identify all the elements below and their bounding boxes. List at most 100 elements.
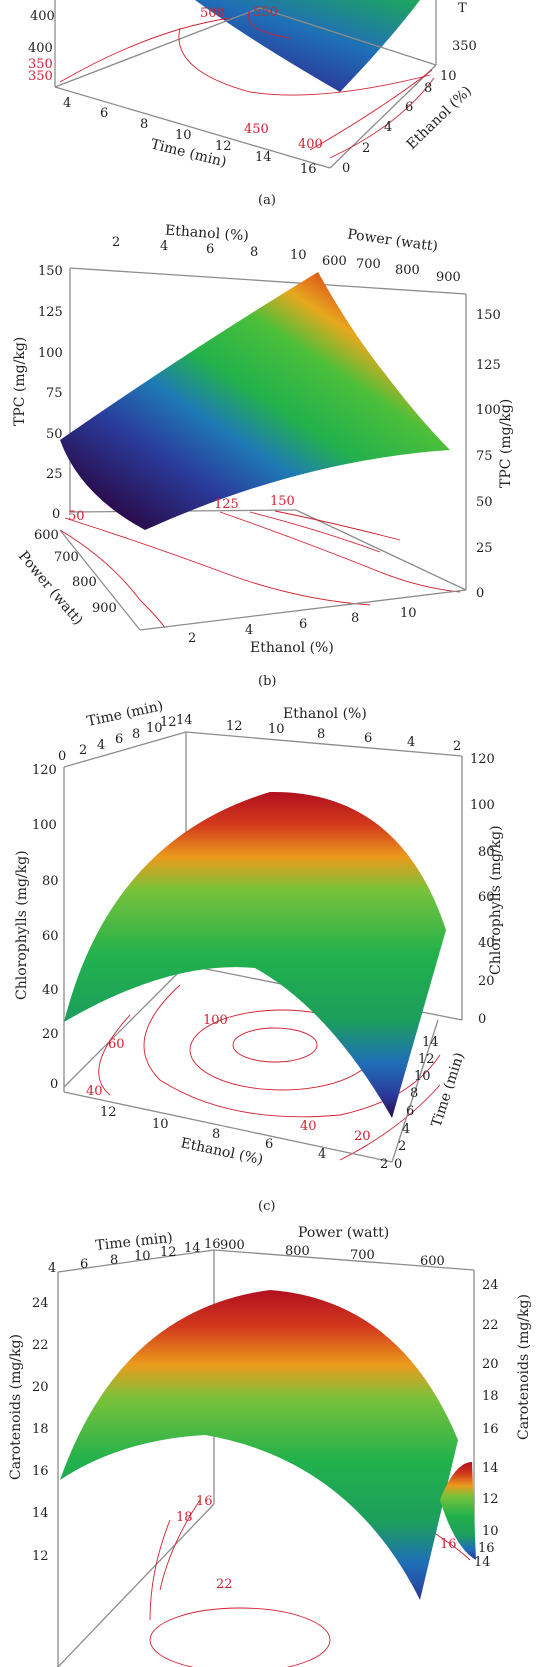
contour-label: 18 [176, 1510, 193, 1525]
contour-label: 16 [196, 1494, 213, 1509]
top-y-tick: 10 [268, 722, 285, 737]
panel-a: 400 400 350 350 350 T 500 550 450 400 4 … [28, 0, 477, 208]
z-title-right-d: Carotenoids (mg/kg) [516, 1294, 532, 1440]
panel-label-a: (a) [258, 193, 276, 208]
z-left-ticks-b: 150 125 100 75 50 25 0 [38, 264, 63, 522]
z-tick: 25 [476, 541, 493, 556]
frame-c-front [63, 1019, 439, 1163]
contour-label: 350 [28, 57, 53, 72]
z-tick: 100 [470, 798, 495, 813]
right-fragment-tick: 16 [478, 1541, 495, 1556]
top-x-tick: 12 [160, 1245, 177, 1260]
top-x-tick: 4 [97, 738, 105, 753]
contour-label: 22 [216, 1577, 233, 1592]
z-right-ticks-d: 24 22 20 18 16 14 12 10 [482, 1278, 499, 1539]
z-tick: 120 [32, 763, 57, 778]
contour-label: 125 [214, 497, 239, 512]
z-tick: 80 [42, 874, 59, 889]
y-tick: 800 [72, 575, 97, 590]
z-tick: 400 [30, 9, 55, 24]
z-tick: 14 [482, 1461, 499, 1476]
top-x-tick: 2 [79, 743, 87, 758]
z-tick: 350 [452, 39, 477, 54]
z-tick: 125 [476, 358, 501, 373]
top-x-tick: 4 [160, 239, 168, 254]
z-title-left-b: TPC (mg/kg) [12, 337, 28, 426]
x-tick: 10 [152, 1117, 169, 1132]
x-tick: 8 [212, 1127, 220, 1142]
z-tick: 20 [32, 1380, 49, 1395]
x-tick: 4 [318, 1147, 326, 1162]
y-tick: 700 [54, 550, 79, 565]
z-tick: 20 [482, 1357, 499, 1372]
x-tick: 6 [100, 106, 108, 121]
contour-label: 60 [108, 1037, 125, 1052]
y-tick: 8 [424, 81, 432, 96]
top-x-tick: 4 [48, 1261, 56, 1276]
z-tick: 18 [482, 1389, 499, 1404]
contour-label: 40 [300, 1119, 317, 1134]
top-x-ticks-c: 0 2 4 6 8 10 12 14 [58, 713, 193, 764]
contour-line [249, 511, 381, 553]
y-tick: 900 [92, 601, 117, 616]
x-ticks-a: 4 6 8 10 12 14 16 [63, 96, 317, 177]
y-ticks-c: 0 2 4 6 8 10 12 14 [394, 1035, 439, 1172]
x-tick: 16 [300, 162, 317, 177]
top-y-tick: 600 [420, 1254, 445, 1269]
contour-line [274, 510, 401, 541]
y-tick: 600 [34, 528, 59, 543]
top-y-tick: 700 [350, 1248, 375, 1263]
z-tick: 24 [32, 1296, 49, 1311]
contour-line [329, 77, 435, 159]
contour-line [64, 517, 371, 606]
contour-label: 400 [298, 137, 323, 152]
x-tick: 10 [175, 128, 192, 143]
top-y-title-b: Power (watt) [346, 226, 439, 255]
z-tick: 0 [50, 1077, 58, 1092]
z-title-left-d: Carotenoids (mg/kg) [8, 1334, 24, 1480]
top-x-tick: 16 [204, 1237, 221, 1252]
top-x-tick: 10 [146, 721, 163, 736]
contours-b [59, 510, 461, 629]
surface-d-right [440, 1462, 476, 1560]
contour-line [98, 1014, 131, 1096]
top-y-tick: 12 [226, 719, 243, 734]
z-tick: 100 [476, 403, 501, 418]
z-left-ticks-c: 120 100 80 60 40 20 0 [32, 763, 59, 1092]
contour-line [309, 69, 433, 151]
top-y-title-d: Power (watt) [298, 1225, 389, 1241]
top-x-tick: 8 [250, 245, 258, 260]
x-tick: 8 [351, 611, 359, 626]
top-y-tick: 700 [356, 257, 381, 272]
x-tick: 10 [400, 606, 417, 621]
z-tick: 12 [32, 1549, 49, 1564]
top-y-tick: 6 [364, 731, 372, 746]
top-x-tick: 10 [134, 1249, 151, 1264]
contour-label: 350 [28, 69, 53, 84]
contour-line [219, 511, 461, 593]
z-tick: 40 [42, 983, 59, 998]
z-tick: 24 [482, 1278, 499, 1293]
z-tick: 100 [32, 818, 57, 833]
surface-c [64, 791, 446, 1118]
top-y-title-c: Ethanol (%) [283, 706, 367, 722]
contour-line [178, 27, 431, 96]
top-x-ticks-b: 2 4 6 8 10 [112, 235, 307, 263]
top-y-ticks-d: 900 800 700 600 [220, 1238, 445, 1269]
top-y-tick: 900 [220, 1238, 245, 1253]
z-tick: 25 [46, 467, 63, 482]
top-y-ticks-b: 600 700 800 900 [322, 254, 461, 285]
contours-a [59, 9, 435, 159]
contour-label: 40 [86, 1084, 103, 1099]
top-y-ticks-c: 12 10 8 6 4 2 [226, 719, 461, 754]
z-tick: 50 [476, 495, 493, 510]
z-tick: 20 [478, 974, 495, 989]
z-tick: 400 [28, 41, 53, 56]
x-tick: 2 [188, 631, 196, 646]
panel-c: Time (min) 0 2 4 6 8 10 12 14 Ethanol (%… [14, 698, 504, 1214]
z-right-ticks-c: 120 100 80 60 40 20 0 [470, 752, 495, 1027]
z-tick: 18 [32, 1422, 49, 1437]
z-right-ticks-b: 150 125 100 75 50 25 0 [476, 308, 501, 601]
z-tick: 12 [482, 1492, 499, 1507]
x-tick: 6 [299, 617, 307, 632]
